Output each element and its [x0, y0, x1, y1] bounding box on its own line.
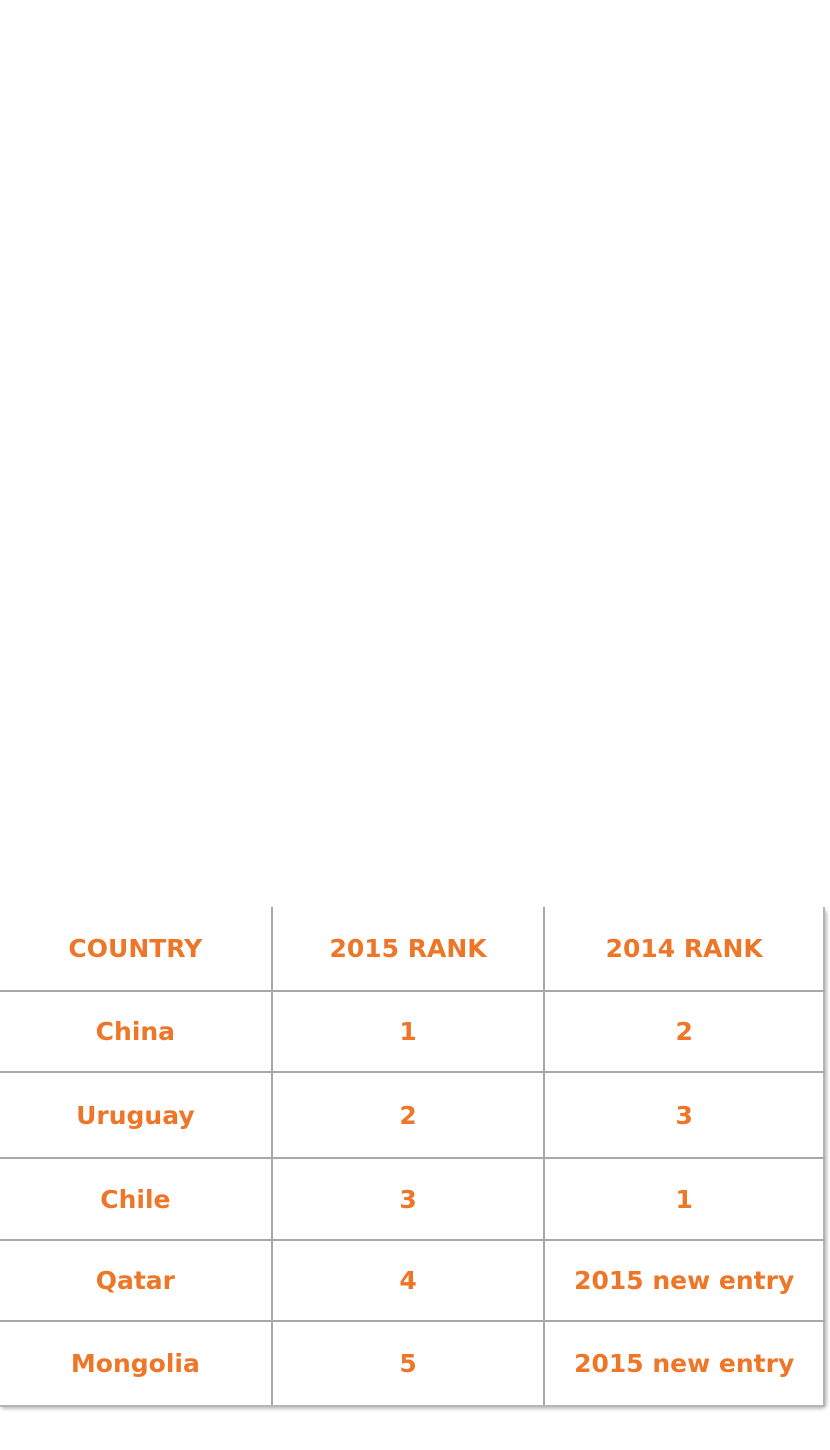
cell-2015-rank: 4: [270, 1239, 546, 1322]
table-row: China 1 2: [0, 990, 825, 1073]
table-row: Chile 3 1: [0, 1157, 825, 1241]
table-row: Qatar 4 2015 new entry: [0, 1239, 825, 1322]
cell-2015-rank: 5: [270, 1320, 546, 1407]
cell-2015-rank: 1: [270, 990, 546, 1073]
header-2015-rank: 2015 RANK: [270, 907, 546, 992]
table-row: Mongolia 5 2015 new entry: [0, 1320, 825, 1407]
cell-2014-rank: 2015 new entry: [543, 1239, 825, 1322]
cell-2014-rank: 1: [543, 1157, 825, 1241]
cell-2015-rank: 2: [270, 1071, 546, 1159]
table-header-row: COUNTRY 2015 RANK 2014 RANK: [0, 907, 825, 992]
cell-2014-rank: 2: [543, 990, 825, 1073]
cell-country: China: [0, 990, 273, 1073]
header-country: COUNTRY: [0, 907, 273, 992]
cell-country: Chile: [0, 1157, 273, 1241]
cell-2014-rank: 2015 new entry: [543, 1320, 825, 1407]
ranking-table: COUNTRY 2015 RANK 2014 RANK China 1 2 Ur…: [0, 907, 825, 1407]
cell-2015-rank: 3: [270, 1157, 546, 1241]
cell-2014-rank: 3: [543, 1071, 825, 1159]
header-2014-rank: 2014 RANK: [543, 907, 825, 992]
cell-country: Uruguay: [0, 1071, 273, 1159]
cell-country: Qatar: [0, 1239, 273, 1322]
cell-country: Mongolia: [0, 1320, 273, 1407]
table-row: Uruguay 2 3: [0, 1071, 825, 1159]
